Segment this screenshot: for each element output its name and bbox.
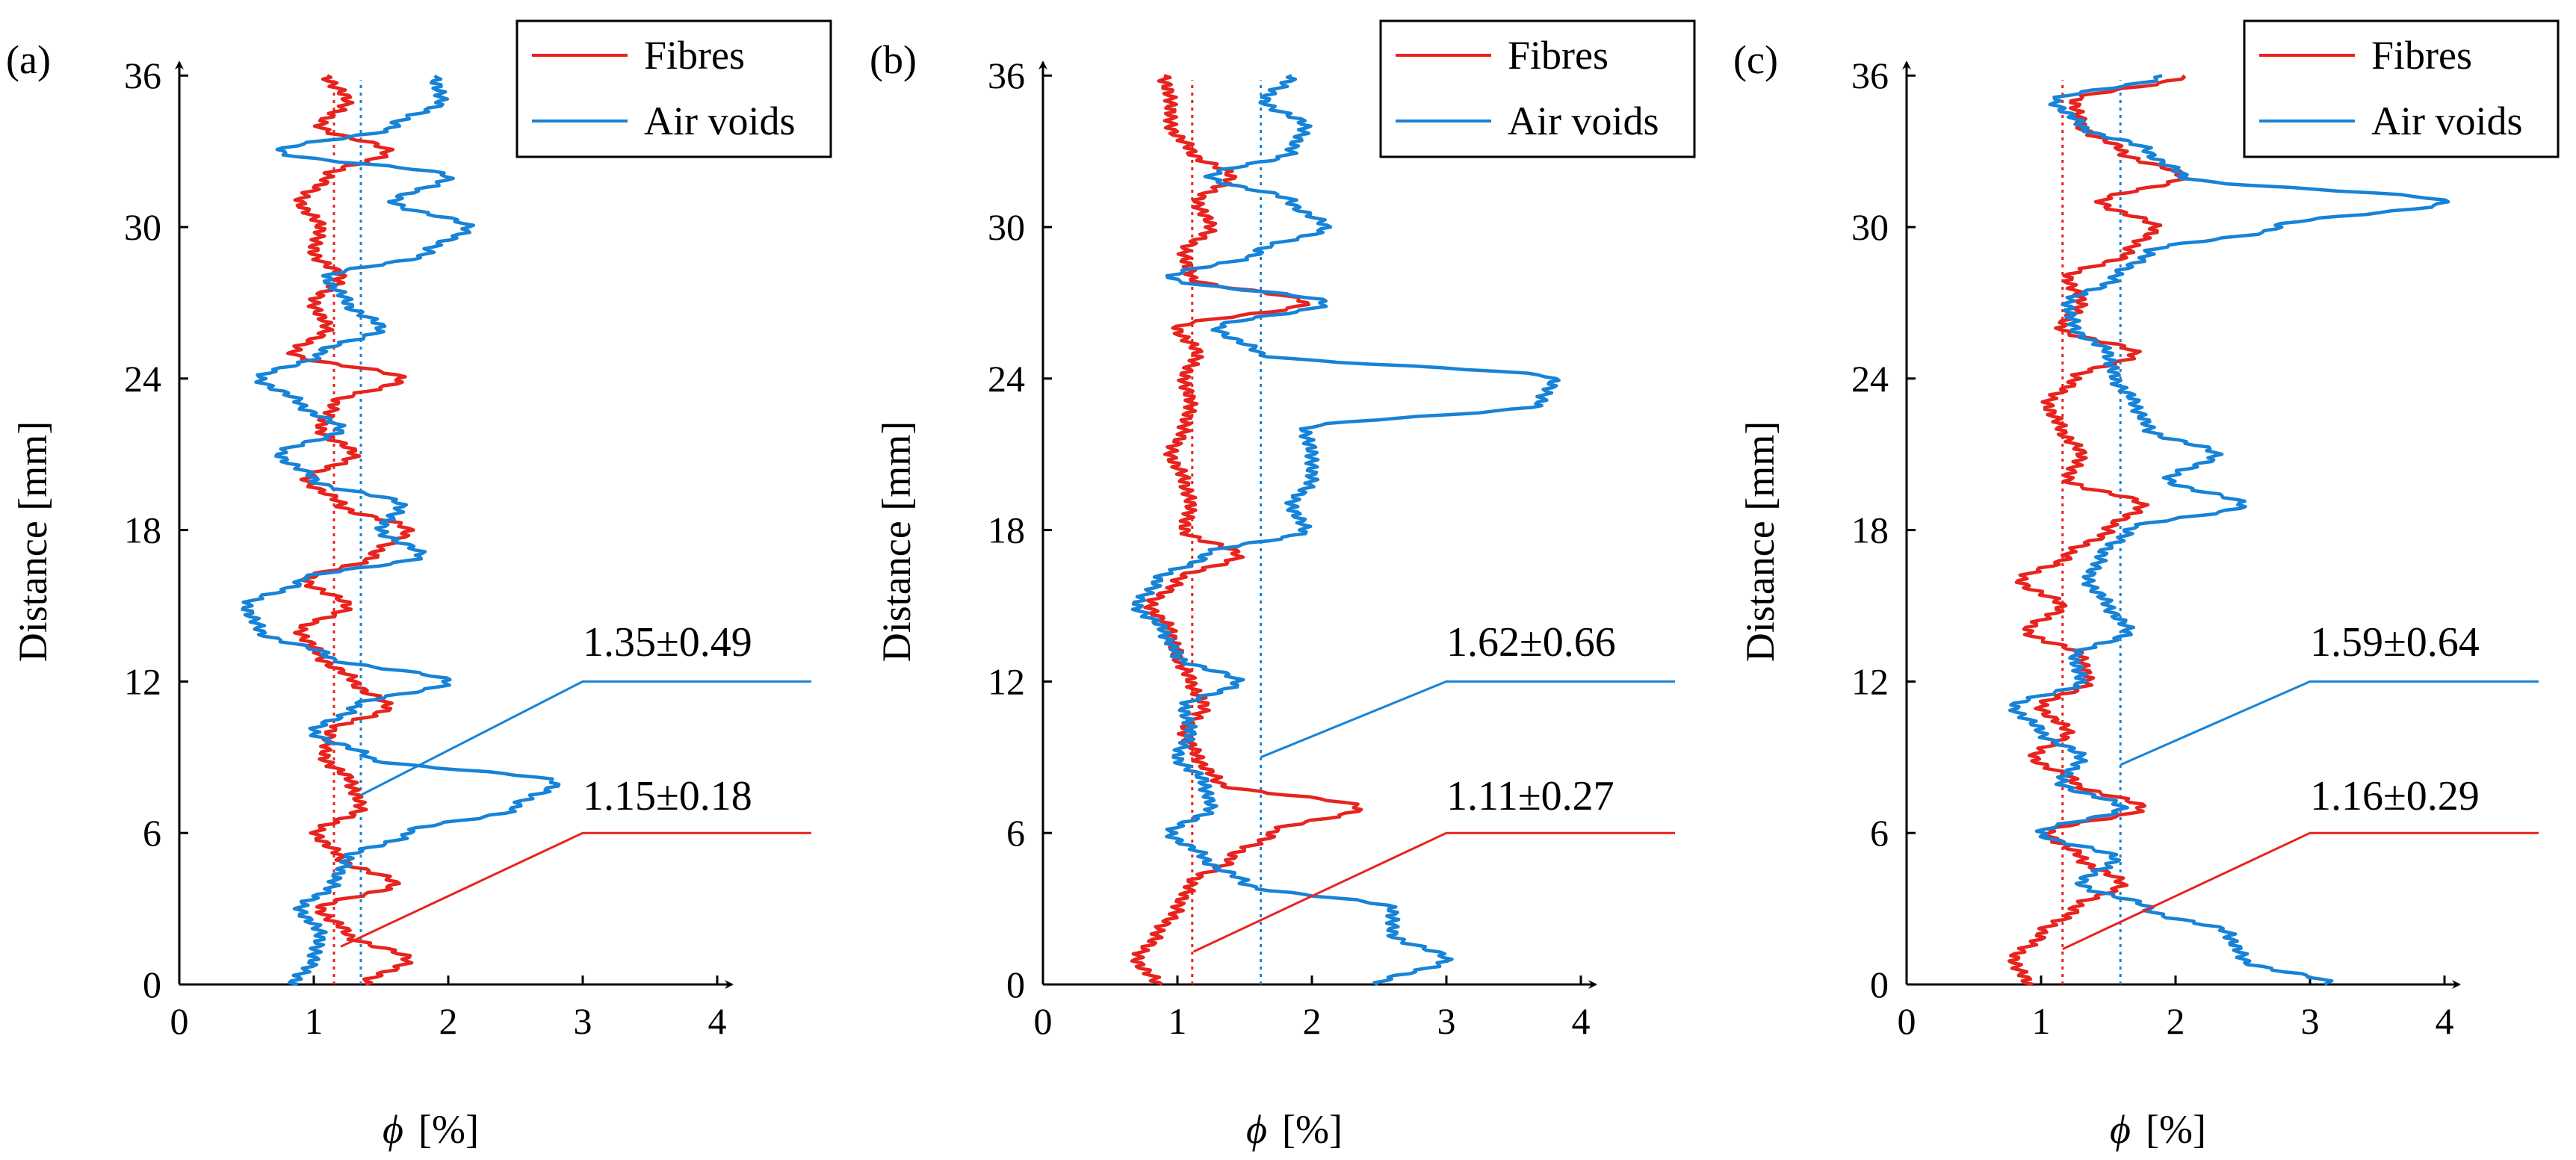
chart-panel-c: (c) Distance [mm] ϕ [%] Fibres Air voids… [1733,19,2560,1152]
legend-fibres-label: Fibres [2371,33,2472,78]
x-axis-symbol: ϕ [2110,1107,2131,1152]
y-tick-label: 24 [988,358,1025,400]
chart-panel-a: (a) Distance [mm] ϕ [%] Fibres Air voids… [6,19,832,1152]
x-tick-label: 3 [574,1000,592,1042]
air-voids-annotation: 1.62±0.66 [1446,619,1616,666]
y-tick-label: 30 [1851,206,1889,248]
air-voids-leader-line [360,680,811,796]
air-voids-annotation: 1.59±0.64 [2310,619,2480,666]
x-axis-title: ϕ [%] [383,1107,479,1152]
x-axis-title: ϕ [%] [2110,1107,2206,1152]
fibres-series-line [1130,74,1363,986]
fibres-annotation: 1.15±0.18 [583,773,752,819]
y-tick-label: 12 [988,660,1025,702]
x-tick-label: 2 [2167,1000,2185,1042]
y-tick-label: 12 [1851,660,1889,702]
y-tick-label: 18 [1851,509,1889,551]
legend: Fibres Air voids [1379,19,1696,158]
legend-air-voids-label: Air voids [1508,99,1659,143]
fibres-annotation: 1.11±0.27 [1446,773,1614,819]
y-tick-label: 30 [988,206,1025,248]
panel-label: (c) [1733,37,1778,82]
y-tick-label: 6 [1870,812,1889,854]
x-tick-label: 1 [305,1000,323,1042]
y-tick-label: 0 [143,964,161,1005]
y-tick-label: 24 [124,358,161,400]
x-tick-label: 2 [1303,1000,1322,1042]
x-tick-label: 1 [1168,1000,1187,1042]
x-tick-label: 3 [1437,1000,1456,1042]
legend-fibres-label: Fibres [644,33,745,78]
air-voids-leader-line [1260,680,1675,759]
air-voids-series-line [2008,74,2450,986]
x-tick-label: 2 [439,1000,458,1042]
legend-box [515,19,832,158]
y-axis-title: Distance [mm] [10,421,55,662]
x-axis-symbol: ϕ [383,1107,403,1152]
y-tick-label: 6 [1006,812,1025,854]
x-axis-unit: [%] [2146,1107,2206,1152]
y-tick-label: 36 [1851,55,1889,96]
y-tick-label: 0 [1870,964,1889,1005]
x-tick-label: 4 [1572,1000,1591,1042]
x-axis-symbol: ϕ [1246,1107,1267,1152]
x-axis-unit: [%] [418,1107,479,1152]
legend-air-voids-label: Air voids [644,99,796,143]
y-tick-label: 6 [143,812,161,854]
fibres-series-line [286,74,415,987]
legend-fibres-label: Fibres [1508,33,1609,78]
x-axis-unit: [%] [1282,1107,1343,1152]
fibres-leader-line [2062,831,2539,951]
air-voids-series-line [1130,74,1561,987]
panel-label: (a) [6,37,51,82]
legend-box [2243,19,2560,158]
x-tick-label: 0 [170,1000,189,1042]
fibres-leader-line [340,831,811,948]
air-voids-annotation: 1.35±0.49 [583,619,752,666]
fibres-leader-line [1192,831,1675,953]
air-voids-series-line [241,74,561,987]
x-tick-label: 3 [2301,1000,2320,1042]
y-tick-label: 36 [988,55,1025,96]
legend: Fibres Air voids [2243,19,2560,158]
legend-air-voids-label: Air voids [2371,99,2523,143]
fibres-annotation: 1.16±0.29 [2310,773,2480,819]
fibres-series-line [2007,74,2189,987]
y-tick-label: 30 [124,206,161,248]
y-tick-label: 0 [1006,964,1025,1005]
y-tick-label: 18 [124,509,161,551]
x-tick-label: 1 [2032,1000,2051,1042]
x-tick-label: 0 [1898,1000,1916,1042]
legend: Fibres Air voids [515,19,832,158]
y-tick-label: 12 [124,660,161,702]
x-axis-title: ϕ [%] [1246,1107,1343,1152]
y-axis-title: Distance [mm] [874,421,919,662]
y-tick-label: 24 [1851,358,1889,400]
chart-panel-b: (b) Distance [mm] ϕ [%] Fibres Air voids… [870,19,1696,1152]
y-axis-title: Distance [mm] [1738,421,1783,662]
y-tick-label: 18 [988,509,1025,551]
y-tick-label: 36 [124,55,161,96]
x-tick-label: 4 [2436,1000,2454,1042]
x-tick-label: 4 [708,1000,727,1042]
legend-box [1379,19,1696,158]
panel-label: (b) [870,37,917,82]
air-voids-leader-line [2120,680,2539,766]
x-tick-label: 0 [1034,1000,1053,1042]
